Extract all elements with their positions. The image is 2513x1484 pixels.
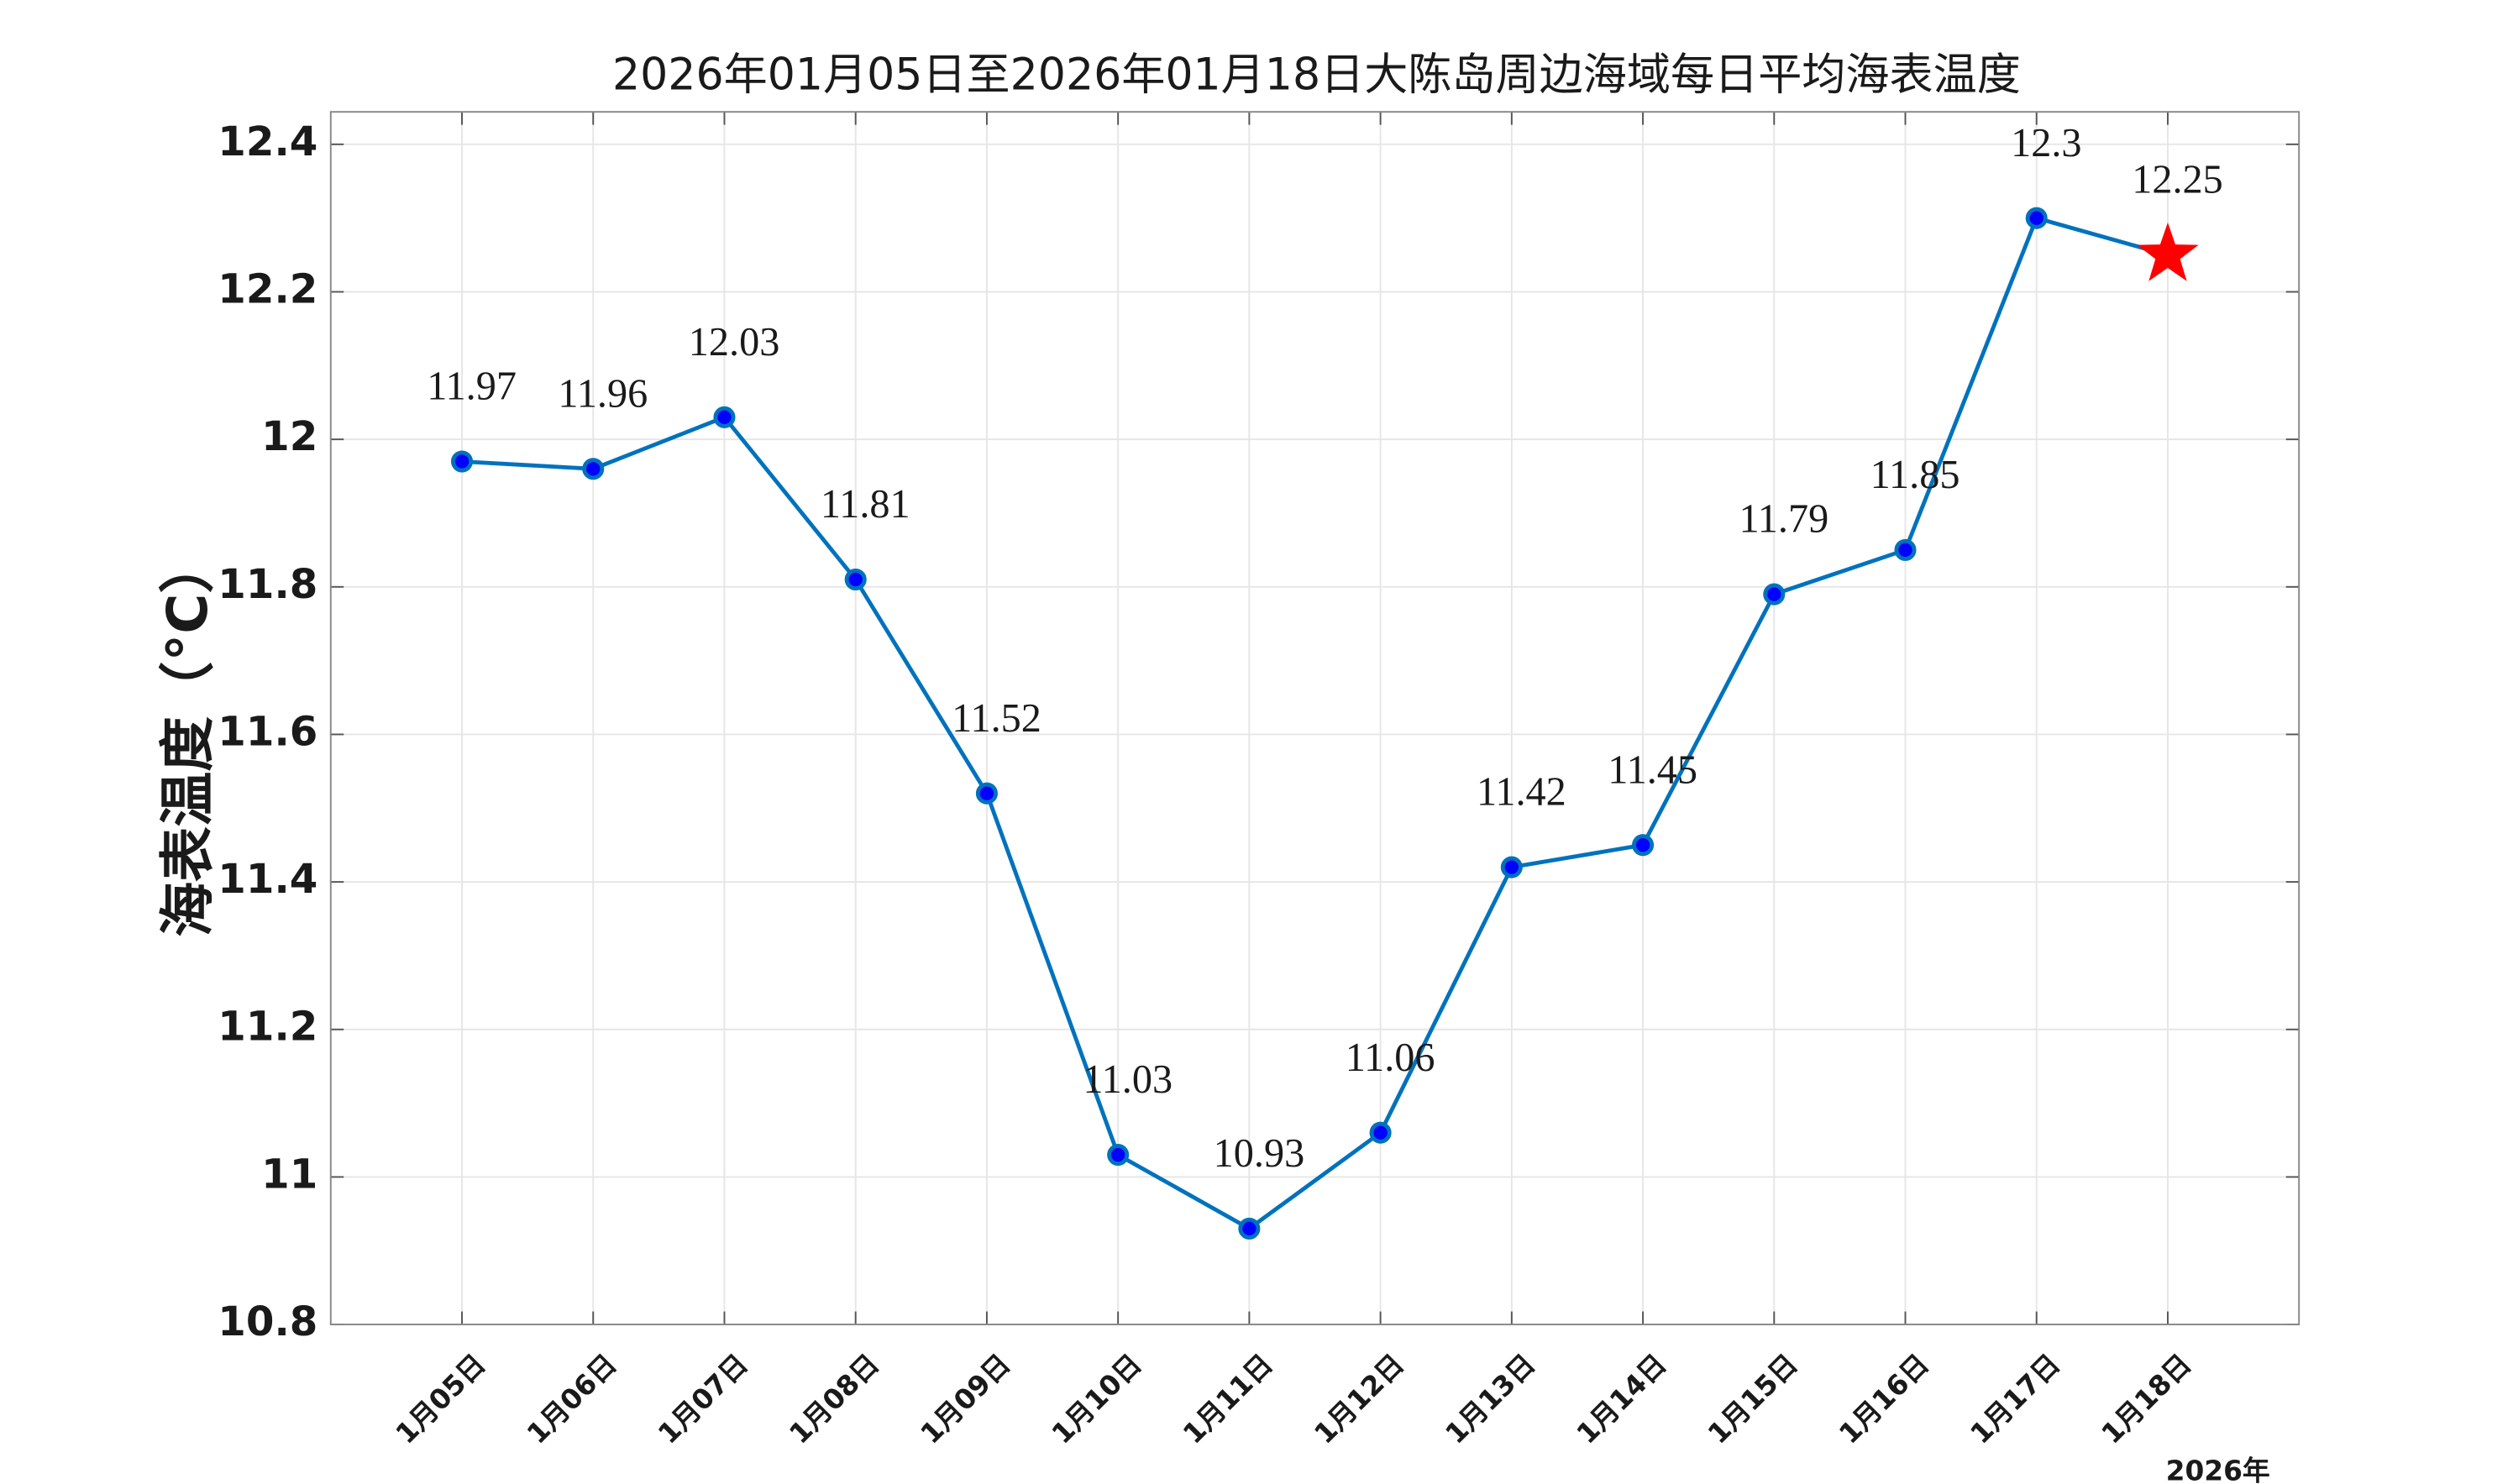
x-tick-label: 1月18日	[2096, 1348, 2198, 1450]
y-tick-label: 11.4	[218, 856, 317, 903]
x-tick-label: 1月13日	[1440, 1348, 1542, 1450]
x-tick-label: 1月08日	[784, 1348, 886, 1450]
point	[1369, 1121, 1392, 1144]
point	[713, 406, 736, 428]
y-tick-label: 12.4	[218, 118, 317, 165]
line	[461, 215, 2169, 1231]
data-label: 12.3	[2011, 121, 2081, 165]
x-tick-label: 1月07日	[652, 1348, 754, 1450]
data-label: 11.96	[558, 371, 648, 416]
point	[1238, 1217, 1261, 1240]
star-marker	[2137, 222, 2199, 281]
x-tick-label: 1月16日	[1833, 1348, 1935, 1450]
y-tick-label: 11.6	[218, 708, 317, 755]
point	[1107, 1144, 1130, 1167]
point	[1500, 856, 1523, 878]
y-tick-label: 12	[261, 413, 317, 460]
chart-title: 2026年01月05日至2026年01月18日大陈岛周边海域每日平均海表温度	[612, 50, 2021, 101]
x-tick-label: 1月15日	[1702, 1348, 1804, 1450]
data-label: 12.03	[689, 320, 780, 364]
x-tick-label: 1月09日	[915, 1348, 1017, 1450]
y-tick-label: 11.8	[218, 561, 317, 608]
y-axis-label: 海表温度（°C）	[156, 538, 220, 937]
point	[1894, 538, 1917, 561]
point	[2025, 207, 2048, 229]
data-label: 11.81	[821, 482, 910, 527]
point	[975, 782, 998, 805]
data-label: 11.85	[1870, 453, 1960, 497]
point	[582, 458, 605, 480]
point	[450, 450, 474, 473]
data-label: 11.97	[427, 364, 517, 409]
plot-border	[329, 111, 2301, 1326]
point	[844, 568, 867, 591]
x-tick-label: 1月11日	[1177, 1348, 1279, 1450]
x-axis-note: 2026年	[2166, 1455, 2270, 1484]
plot-area	[330, 112, 2300, 1325]
x-tick-label: 1月06日	[521, 1348, 623, 1450]
point	[1632, 834, 1655, 857]
x-tick-label: 1月12日	[1308, 1348, 1410, 1450]
x-tick-label: 1月14日	[1571, 1348, 1673, 1450]
point	[1763, 583, 1786, 606]
x-tick-label: 1月10日	[1046, 1348, 1148, 1450]
y-tick-label: 11.2	[218, 1004, 317, 1051]
data-label: 11.42	[1477, 770, 1566, 815]
x-tick-label: 1月17日	[1965, 1348, 2067, 1450]
data-label: 11.03	[1083, 1057, 1173, 1102]
y-tick-label: 12.2	[218, 265, 317, 312]
data-label: 12.25	[2132, 158, 2223, 202]
x-tick-label: 1月05日	[390, 1348, 492, 1450]
data-label: 11.52	[952, 696, 1041, 741]
data-label: 11.79	[1739, 497, 1828, 542]
data-label: 11.06	[1346, 1036, 1435, 1080]
y-tick-label: 11	[261, 1151, 317, 1198]
y-tick-label: 10.8	[218, 1298, 317, 1345]
data-label: 11.45	[1608, 747, 1697, 792]
data-label: 10.93	[1214, 1131, 1305, 1176]
